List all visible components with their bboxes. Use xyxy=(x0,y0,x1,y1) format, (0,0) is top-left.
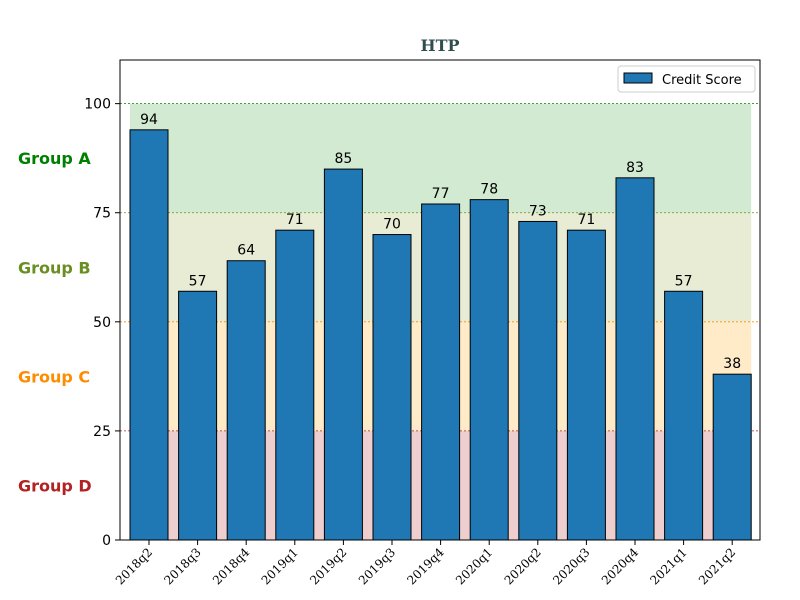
y-axis-ticks: 0 25 50 75 100 xyxy=(84,97,120,549)
bar-value-label: 57 xyxy=(189,273,207,289)
x-tick-label: 2019q2 xyxy=(307,545,349,587)
x-tick-label: 2018q3 xyxy=(161,545,203,587)
bar-value-label: 38 xyxy=(723,356,741,372)
bar-2020q3 xyxy=(566,229,606,541)
bar-2019q2 xyxy=(323,168,363,541)
bar-2021q1 xyxy=(664,290,704,541)
bar-value-label: 73 xyxy=(529,203,547,219)
bar-value-labels: 94 57 64 71 85 70 77 78 73 71 83 57 38 xyxy=(140,112,741,372)
bar-2019q3 xyxy=(372,234,412,541)
x-tick-label: 2020q3 xyxy=(550,545,592,587)
group-label-group-b: Group B xyxy=(18,258,91,277)
x-tick-label: 2019q1 xyxy=(259,545,301,587)
bar-2018q4 xyxy=(226,260,266,541)
chart-title: HTP xyxy=(420,36,459,55)
y-tick-label: 75 xyxy=(93,206,111,222)
bar-2020q2 xyxy=(518,220,558,541)
bar-2019q4 xyxy=(421,203,461,541)
bar-2020q4 xyxy=(615,177,655,541)
group-label-group-a: Group A xyxy=(18,149,91,168)
bar-value-label: 70 xyxy=(383,217,401,233)
y-tick-label: 25 xyxy=(93,424,111,440)
bar-2019q1 xyxy=(275,229,315,541)
x-tick-label: 2018q4 xyxy=(210,545,253,588)
x-tick-label: 2020q4 xyxy=(599,545,642,588)
bar-value-label: 64 xyxy=(237,243,255,259)
y-tick-label: 0 xyxy=(102,533,111,549)
bar-value-label: 94 xyxy=(140,112,158,128)
bar-2018q2 xyxy=(129,129,169,541)
y-tick-label: 100 xyxy=(84,97,111,113)
plot-frame xyxy=(119,59,761,541)
bar-value-label: 57 xyxy=(675,273,693,289)
bar-value-label: 71 xyxy=(577,212,595,228)
bar-value-label: 83 xyxy=(626,160,644,176)
x-tick-label: 2020q1 xyxy=(453,545,495,587)
bar-2018q3 xyxy=(178,290,218,541)
x-tick-label: 2019q4 xyxy=(404,545,447,588)
x-tick-label: 2018q2 xyxy=(113,545,155,587)
bar-2020q1 xyxy=(469,199,509,541)
x-tick-label: 2021q1 xyxy=(647,545,689,587)
group-label-group-d: Group D xyxy=(18,476,92,495)
legend-swatch xyxy=(623,72,653,84)
x-axis-ticks: 2018q2 2018q3 2018q4 2019q1 2019q2 2019q3 2019… xyxy=(113,540,738,588)
group-labels: Group A Group B Group C Group D xyxy=(18,149,92,495)
x-tick-label: 2021q2 xyxy=(696,545,738,587)
legend-label: Credit Score xyxy=(662,73,742,88)
bar-2021q2 xyxy=(712,373,752,541)
bar-value-label: 85 xyxy=(334,151,352,167)
bar-value-label: 78 xyxy=(480,182,498,198)
bar-value-label: 77 xyxy=(432,186,450,202)
y-tick-label: 50 xyxy=(93,315,111,331)
x-tick-label: 2019q3 xyxy=(356,545,398,587)
legend: Credit Score xyxy=(617,65,756,93)
bars xyxy=(129,129,752,541)
x-tick-label: 2020q2 xyxy=(502,545,544,587)
group-label-group-c: Group C xyxy=(18,367,90,386)
bar-value-label: 71 xyxy=(286,212,304,228)
